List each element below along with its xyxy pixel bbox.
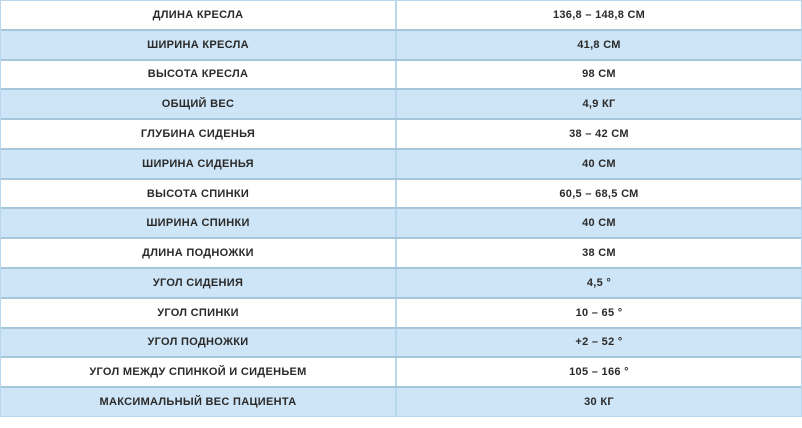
table-row: ВЫСОТА КРЕСЛА 98 см — [1, 58, 801, 89]
spec-value: 38 – 42 см — [569, 128, 629, 141]
spec-label: ОБЩИЙ ВЕС — [1, 90, 397, 119]
table-row: ШИРИНА СПИНКИ 40 см — [1, 207, 801, 238]
spec-value: 30 кг — [584, 396, 614, 409]
table-row: УГОЛ СПИНКИ 10 – 65 ° — [1, 296, 801, 327]
spec-label: МАКСИМАЛЬНЫЙ ВЕС ПАЦИЕНТА — [1, 388, 397, 416]
spec-value: 10 – 65 ° — [575, 306, 623, 319]
table-row: УГОЛ ПОДНОЖКИ +2 – 52 ° — [1, 326, 801, 357]
spec-value: 4,5 ° — [586, 276, 612, 289]
spec-value: 98 см — [582, 68, 616, 81]
spec-label: ШИРИНА СПИНКИ — [1, 209, 397, 238]
spec-label: ШИРИНА СИДЕНЬЯ — [1, 149, 397, 178]
spec-value: 38 см — [582, 247, 616, 260]
table-row: ДЛИНА КРЕСЛА 136,8 – 148,8 см — [1, 1, 801, 29]
spec-value: 40 см — [582, 157, 616, 170]
spec-value: 41,8 см — [577, 38, 621, 51]
spec-label: УГОЛ ПОДНОЖКИ — [1, 328, 397, 357]
spec-value: 136,8 – 148,8 см — [552, 8, 646, 21]
spec-value: 40 см — [582, 217, 616, 230]
spec-value: 60,5 – 68,5 см — [559, 187, 639, 200]
spec-label: ДЛИНА ПОДНОЖКИ — [1, 239, 397, 268]
specs-table: ДЛИНА КРЕСЛА 136,8 – 148,8 см ШИРИНА КРЕСЛ… — [0, 0, 802, 417]
table-row: ГЛУБИНА СИДЕНЬЯ 38 – 42 см — [1, 118, 801, 148]
table-row: ОБЩИЙ ВЕС 4,9 кг — [1, 88, 801, 119]
spec-label: УГОЛ СИДЕНИЯ — [1, 269, 397, 297]
spec-label: ШИРИНА КРЕСЛА — [1, 30, 397, 59]
spec-label: ДЛИНА КРЕСЛА — [1, 1, 397, 29]
table-row: ШИРИНА КРЕСЛА 41,8 см — [1, 28, 801, 59]
table-row: ВЫСОТА СПИНКИ 60,5 – 68,5 см — [1, 177, 801, 208]
spec-value: 105 – 166 ° — [569, 366, 629, 379]
table-row: МАКСИМАЛЬНЫЙ ВЕС ПАЦИЕНТА 30 кг — [1, 386, 801, 416]
spec-label: ГЛУБИНА СИДЕНЬЯ — [1, 120, 397, 148]
spec-value: +2 – 52 ° — [575, 336, 623, 349]
spec-value: 4,9 кг — [582, 98, 616, 111]
table-row: ШИРИНА СИДЕНЬЯ 40 см — [1, 147, 801, 178]
table-row: УГОЛ СИДЕНИЯ 4,5 ° — [1, 267, 801, 297]
spec-label: ВЫСОТА СПИНКИ — [1, 179, 397, 208]
table-row: УГОЛ МЕЖДУ СПИНКОЙ И СИДЕНЬЕМ 105 – 166 ° — [1, 356, 801, 387]
spec-label: УГОЛ МЕЖДУ СПИНКОЙ И СИДЕНЬЕМ — [1, 358, 397, 387]
table-row: ДЛИНА ПОДНОЖКИ 38 см — [1, 237, 801, 268]
spec-label: ВЫСОТА КРЕСЛА — [1, 60, 397, 89]
spec-label: УГОЛ СПИНКИ — [1, 298, 397, 327]
